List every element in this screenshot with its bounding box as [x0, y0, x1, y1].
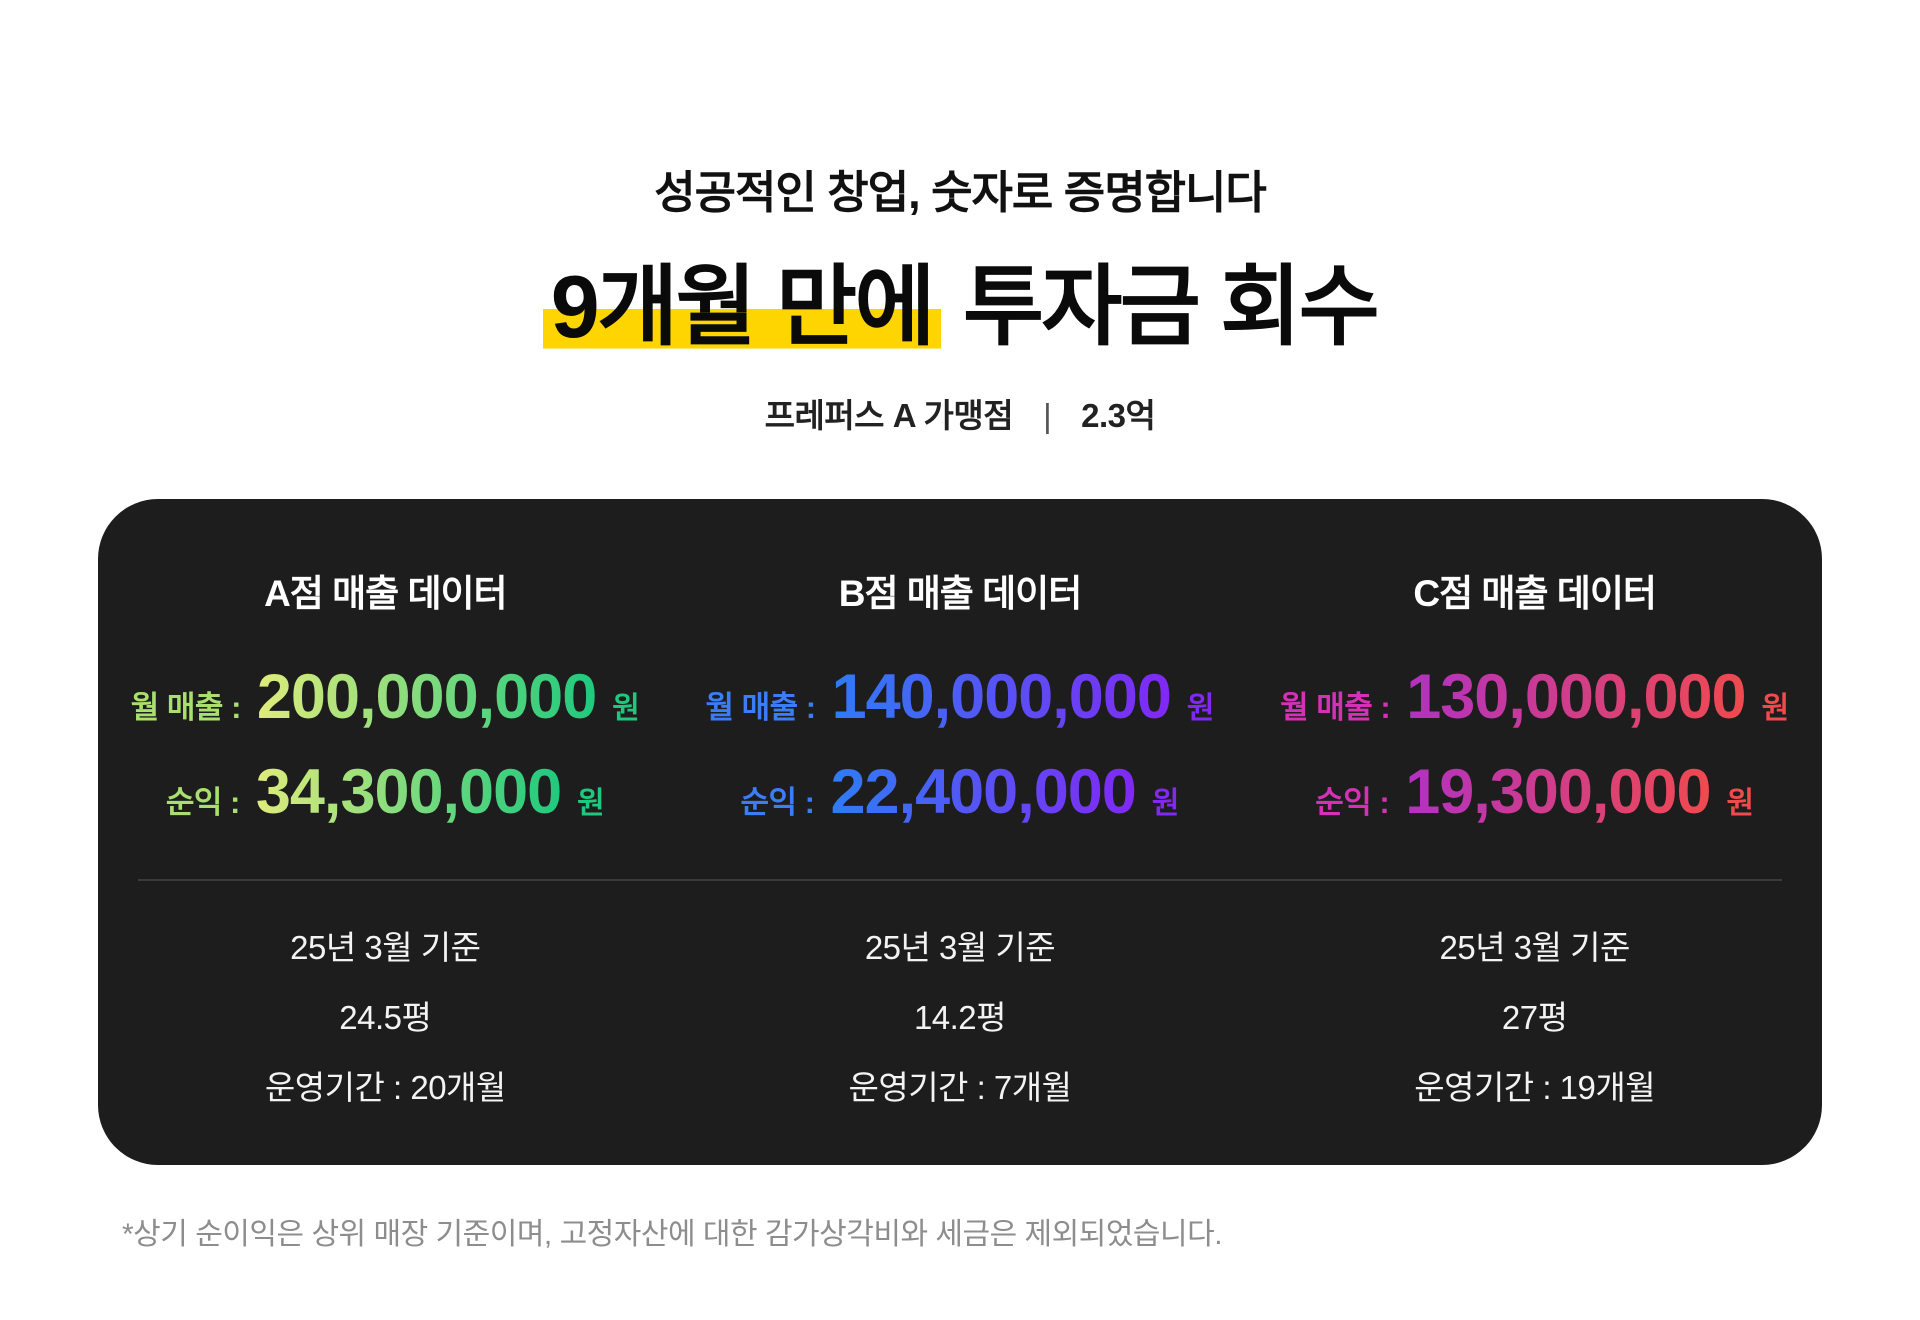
profit-label: 순익 : [165, 784, 240, 820]
subtitle: 프레퍼스 A 가맹점 | 2.3억 [0, 389, 1920, 437]
footnote: *상기 순이익은 상위 매장 기준이며, 고정자산에 대한 감가상각비와 세금은… [122, 1217, 1223, 1251]
revenue-label: 월 매출 : [130, 689, 242, 725]
profit-value: 34,300,000 [256, 756, 562, 829]
store-c-title: C점 매출 데이터 [1413, 572, 1657, 614]
hero-section: 성공적인 창업, 숫자로 증명합니다 9개월 만에 투자금 회수 프레퍼스 A … [0, 0, 1920, 437]
info-line-date: 25년 3월 기준 [1439, 928, 1630, 966]
headline: 9개월 만에 투자금 회수 [0, 255, 1920, 359]
store-c-info: 25년 3월 기준 27평 운영기간 : 19개월 [1247, 921, 1822, 1109]
card-divider [138, 878, 1782, 881]
store-a-title: A점 매출 데이터 [264, 572, 508, 614]
store-b-title: B점 매출 데이터 [838, 572, 1083, 614]
store-a-revenue-row: 월 매출 : 200,000,000 원 [98, 661, 673, 734]
profit-label: 순익 : [1315, 784, 1390, 820]
revenue-label: 월 매출 : [705, 689, 816, 725]
subtitle-store: 프레퍼스 A 가맹점 [764, 396, 1014, 434]
revenue-unit: 원 [612, 691, 640, 725]
tagline: 성공적인 창업, 숫자로 증명합니다 [654, 167, 1267, 218]
store-c-column: C점 매출 데이터 월 매출 : 130,000,000 원 순익 : 19,3… [1247, 563, 1822, 829]
revenue-unit: 원 [1761, 691, 1790, 725]
info-line-duration: 운영기간 : 19개월 [1414, 1068, 1656, 1106]
stats-card: A점 매출 데이터 월 매출 : 200,000,000 원 순익 : 34,3… [98, 498, 1822, 1165]
revenue-unit: 원 [1186, 691, 1215, 725]
store-a-info: 25년 3월 기준 24.5평 운영기간 : 20개월 [98, 921, 673, 1109]
profit-unit: 원 [577, 786, 605, 820]
store-b-info: 25년 3월 기준 14.2평 운영기간 : 7개월 [673, 921, 1248, 1109]
subtitle-amount: 2.3억 [1081, 396, 1156, 434]
profit-unit: 원 [1726, 786, 1755, 820]
info-line-date: 25년 3월 기준 [290, 928, 481, 966]
profit-value: 22,400,000 [831, 756, 1137, 829]
info-line-duration: 운영기간 : 7개월 [848, 1068, 1072, 1106]
store-b-revenue-row: 월 매출 : 140,000,000 원 [673, 661, 1248, 734]
profit-label: 순익 : [740, 784, 815, 820]
stats-grid: A점 매출 데이터 월 매출 : 200,000,000 원 순익 : 34,3… [98, 563, 1822, 829]
store-b-profit-row: 순익 : 22,400,000 원 [673, 756, 1248, 829]
revenue-value: 200,000,000 [257, 661, 597, 734]
headline-highlight: 9개월 만에 [542, 257, 942, 356]
store-a-column: A점 매출 데이터 월 매출 : 200,000,000 원 순익 : 34,3… [98, 563, 673, 829]
info-line-size: 24.5평 [339, 998, 432, 1036]
revenue-label: 월 매출 : [1280, 689, 1391, 725]
profit-value: 19,300,000 [1405, 756, 1711, 829]
info-line-size: 27평 [1501, 998, 1568, 1036]
store-c-revenue-row: 월 매출 : 130,000,000 원 [1247, 661, 1822, 734]
info-grid: 25년 3월 기준 24.5평 운영기간 : 20개월 25년 3월 기준 14… [98, 921, 1822, 1109]
store-a-profit-row: 순익 : 34,300,000 원 [98, 756, 673, 829]
info-line-size: 14.2평 [913, 998, 1007, 1036]
info-line-date: 25년 3월 기준 [864, 928, 1056, 966]
info-line-duration: 운영기간 : 20개월 [264, 1068, 506, 1106]
profit-unit: 원 [1151, 786, 1180, 820]
headline-rest: 투자금 회수 [941, 257, 1380, 356]
revenue-value: 130,000,000 [1406, 661, 1746, 734]
store-c-profit-row: 순익 : 19,300,000 원 [1247, 756, 1822, 829]
revenue-value: 140,000,000 [832, 661, 1172, 734]
store-b-column: B점 매출 데이터 월 매출 : 140,000,000 원 순익 : 22,4… [673, 563, 1248, 829]
subtitle-separator: | [1043, 396, 1052, 434]
